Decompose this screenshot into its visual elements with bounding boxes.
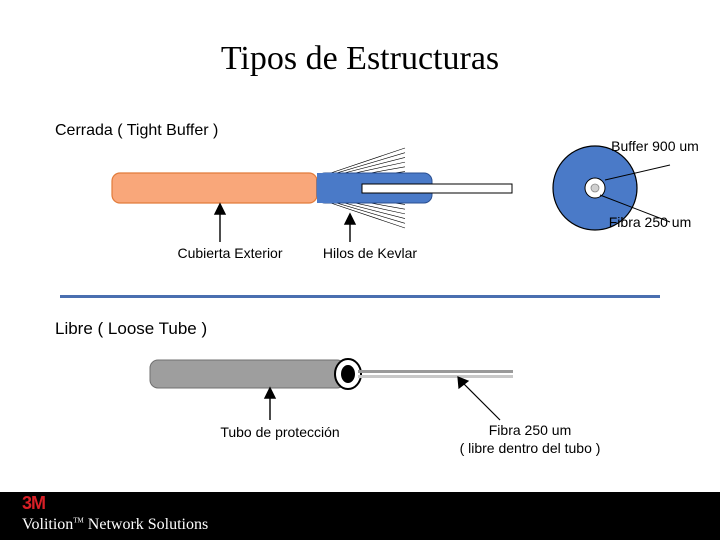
footer-bar: 3M VolitionTM Network Solutions — [0, 492, 720, 540]
slide: Tipos de Estructuras Cerrada ( Tight Buf… — [0, 0, 720, 540]
loose-fiber — [358, 370, 513, 373]
tm-mark: TM — [73, 517, 84, 525]
loose-tube-diagram — [0, 0, 720, 480]
footer-brand: Volition — [22, 516, 73, 533]
protection-tube — [150, 360, 345, 388]
label-loose-fiber-l1: Fibra 250 um — [489, 422, 571, 438]
pointer-tubo — [265, 388, 275, 420]
label-loose-fiber-l2: ( libre dentro del tubo ) — [460, 440, 601, 456]
label-tubo: Tubo de protección — [190, 424, 370, 440]
logo-3m: 3M — [22, 493, 45, 514]
label-loose-fiber: Fibra 250 um ( libre dentro del tubo ) — [430, 422, 630, 457]
footer-rest: Network Solutions — [84, 516, 208, 533]
footer-text: VolitionTM Network Solutions — [22, 516, 208, 534]
pointer-loose-fiber — [458, 377, 500, 420]
